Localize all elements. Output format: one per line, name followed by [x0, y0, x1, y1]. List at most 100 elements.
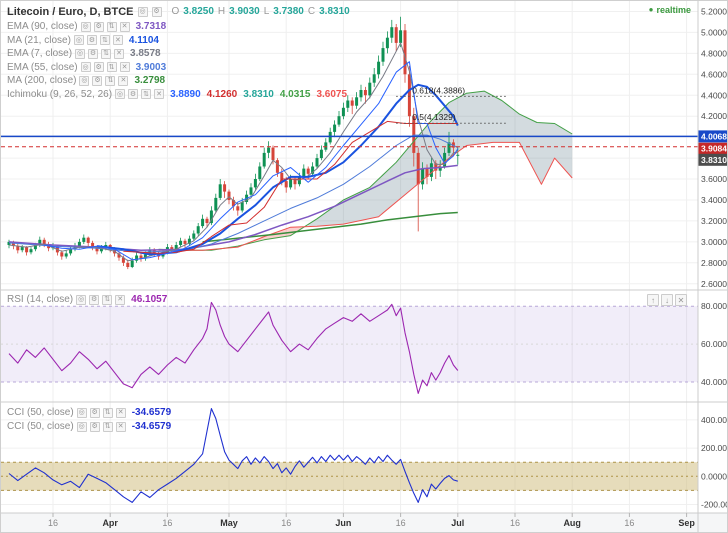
close-icon[interactable]: ✕	[112, 35, 123, 46]
arrows-icon[interactable]: ⇅	[99, 35, 110, 46]
svg-text:3.9084: 3.9084	[701, 144, 727, 154]
price-lines[interactable]	[1, 135, 698, 148]
svg-text:5.0000: 5.0000	[701, 27, 727, 37]
svg-text:3.0000: 3.0000	[701, 237, 727, 247]
indicator-value: 3.2798	[134, 75, 166, 87]
close-icon[interactable]: ✕	[115, 421, 126, 432]
eye-icon[interactable]: ◎	[80, 21, 91, 32]
arrows-icon[interactable]: ⇅	[102, 294, 113, 305]
svg-text:3.2000: 3.2000	[701, 216, 727, 226]
ichimoku-cloud[interactable]	[158, 91, 573, 251]
indicator-value: 3.8578	[130, 48, 161, 60]
indicator-value-senkou-b: 3.6075	[316, 88, 348, 100]
indicator-value-senkou-a: 4.0315	[279, 88, 311, 100]
indicator-value-kijun: 4.1260	[206, 88, 238, 100]
svg-text:2.6000: 2.6000	[701, 279, 727, 289]
eye-icon[interactable]: ◎	[79, 75, 90, 86]
high-value: 3.9030	[229, 6, 260, 17]
oscillator-bands[interactable]	[1, 305, 698, 491]
indicator-row-ichimoku: Ichimoku (9, 26, 52, 26) ◎ ⚙ ⇅ ✕ 3.8890 …	[7, 88, 350, 102]
gear-icon[interactable]: ⚙	[89, 294, 100, 305]
realtime-dot-icon: ●	[648, 5, 654, 14]
eye-icon[interactable]: ◎	[80, 62, 91, 73]
svg-text:200.0000: 200.0000	[701, 443, 728, 453]
indicator-label[interactable]: EMA (90, close)	[7, 21, 78, 33]
time-axis[interactable]: 16 Apr 16 May 16 Jun 16 Jul 16 Aug 16 Sep	[48, 513, 695, 528]
arrows-icon[interactable]: ⇅	[102, 421, 113, 432]
indicator-value: 4.1104	[128, 34, 159, 46]
eye-icon[interactable]: ◎	[73, 35, 84, 46]
indicator-label[interactable]: Ichimoku (9, 26, 52, 26)	[7, 88, 113, 100]
arrows-icon[interactable]: ⇅	[101, 48, 112, 59]
gear-icon[interactable]: ⚙	[89, 421, 100, 432]
close-icon[interactable]: ✕	[115, 294, 126, 305]
eye-icon[interactable]: ◎	[76, 421, 87, 432]
arrows-icon[interactable]: ⇅	[106, 62, 117, 73]
arrow-down-icon[interactable]: ↓	[661, 294, 673, 306]
indicator-label[interactable]: MA (200, close)	[7, 75, 77, 87]
svg-text:60.0000: 60.0000	[701, 339, 728, 349]
indicator-label[interactable]: EMA (55, close)	[7, 61, 78, 73]
fib-levels[interactable]: 0.618(4.3886) 0.5(4.1329)	[396, 85, 507, 124]
ma21-line	[96, 83, 459, 256]
svg-text:Jun: Jun	[335, 518, 351, 528]
svg-text:16: 16	[396, 518, 406, 528]
indicator-label[interactable]: CCI (50, close)	[7, 407, 74, 419]
gear-icon[interactable]: ⚙	[89, 407, 100, 418]
realtime-status: ● realtime	[649, 5, 691, 15]
indicator-value-chikou: 3.8310	[243, 88, 274, 100]
price-badge	[698, 130, 727, 143]
gear-icon[interactable]: ⚙	[93, 21, 104, 32]
gear-icon[interactable]: ⚙	[151, 6, 162, 17]
eye-icon[interactable]: ◎	[75, 48, 86, 59]
eye-icon[interactable]: ◎	[76, 294, 87, 305]
arrows-icon[interactable]: ⇅	[106, 21, 117, 32]
ema7-line	[8, 42, 458, 262]
indicator-value: 3.9003	[135, 61, 167, 73]
close-icon[interactable]: ✕	[154, 89, 165, 100]
price-axis[interactable]: 5.2000 5.0000 4.8000 4.6000 4.4000 4.2000 4.00…	[701, 6, 728, 509]
symbol-title[interactable]: Litecoin / Euro, D, BTCE	[7, 5, 134, 18]
gear-icon[interactable]: ⚙	[128, 89, 139, 100]
price-badge	[698, 153, 727, 166]
oscillator-lines[interactable]	[8, 301, 459, 503]
overlay-lines[interactable]	[8, 42, 573, 262]
ohlc-readout: O 3.8250 H 3.9030 L 3.7380 C 3.8310	[172, 6, 350, 17]
indicator-label[interactable]: EMA (7, close)	[7, 48, 73, 60]
arrow-up-icon[interactable]: ↑	[647, 294, 659, 306]
close-icon[interactable]: ✕	[119, 21, 130, 32]
indicator-row-ema7: EMA (7, close) ◎ ⚙ ⇅ ✕ 3.8578	[7, 47, 350, 61]
indicator-label[interactable]: MA (21, close)	[7, 34, 71, 46]
arrows-icon[interactable]: ⇅	[105, 75, 116, 86]
close-icon[interactable]: ✕	[115, 407, 126, 418]
svg-text:0.0000: 0.0000	[701, 471, 727, 481]
arrows-icon[interactable]: ⇅	[141, 89, 152, 100]
indicator-row-ema90: EMA (90, close) ◎ ⚙ ⇅ ✕ 3.7318	[7, 20, 350, 34]
eye-icon[interactable]: ◎	[115, 89, 126, 100]
svg-text:3.6000: 3.6000	[701, 174, 727, 184]
svg-text:4.8000: 4.8000	[701, 48, 727, 58]
indicator-label[interactable]: CCI (50, close)	[7, 421, 74, 433]
arrows-icon[interactable]: ⇅	[102, 407, 113, 418]
svg-text:-200.0000: -200.0000	[701, 500, 728, 510]
svg-text:2.8000: 2.8000	[701, 258, 727, 268]
close-icon[interactable]: ✕	[675, 294, 687, 306]
indicator-row-ema55: EMA (55, close) ◎ ⚙ ⇅ ✕ 3.9003	[7, 61, 350, 75]
gear-icon[interactable]: ⚙	[86, 35, 97, 46]
gear-icon[interactable]: ⚙	[93, 62, 104, 73]
close-icon[interactable]: ✕	[114, 48, 125, 59]
indicator-label[interactable]: RSI (14, close)	[7, 294, 74, 306]
low-label: L	[263, 6, 270, 17]
candles-layer[interactable]	[7, 16, 460, 270]
svg-text:16: 16	[281, 518, 291, 528]
close-icon[interactable]: ✕	[119, 62, 130, 73]
eye-icon[interactable]: ◎	[137, 6, 148, 17]
symbol-header: Litecoin / Euro, D, BTCE ◎ ⚙ O 3.8250 H …	[7, 3, 350, 20]
gear-icon[interactable]: ⚙	[92, 75, 103, 86]
close-icon[interactable]: ✕	[118, 75, 129, 86]
eye-icon[interactable]: ◎	[76, 407, 87, 418]
gear-icon[interactable]: ⚙	[88, 48, 99, 59]
